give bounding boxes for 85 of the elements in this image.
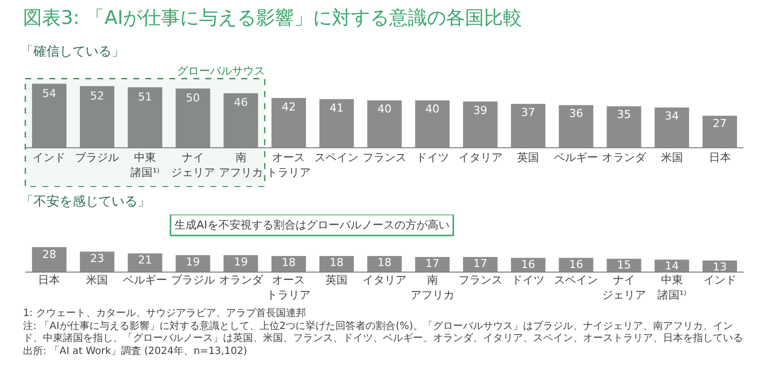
bar bbox=[702, 116, 738, 148]
x-tick-label: ベルギー bbox=[554, 151, 598, 164]
data-label: 36 bbox=[569, 107, 584, 120]
data-label: 16 bbox=[521, 258, 536, 271]
bar bbox=[80, 252, 114, 272]
bar bbox=[558, 105, 594, 148]
text: 生成AIを不安視する割合はグローバルノースの方が高い bbox=[174, 218, 450, 232]
x-tick-label: イタリア bbox=[458, 151, 502, 164]
data-label: 23 bbox=[90, 252, 104, 266]
data-label: 35 bbox=[616, 108, 631, 122]
data-label: 42 bbox=[282, 100, 296, 114]
x-tick-label: 中東諸国¹⁾ bbox=[130, 151, 160, 180]
data-label: 34 bbox=[664, 109, 679, 122]
bar bbox=[415, 100, 450, 148]
data-label: 13 bbox=[712, 260, 727, 274]
x-tick-label: 米国 bbox=[660, 151, 683, 164]
bar bbox=[271, 98, 306, 148]
chart-title: 「不安を感じている」 bbox=[20, 194, 150, 210]
bar bbox=[606, 106, 642, 148]
data-label: 54 bbox=[42, 87, 56, 100]
data-label: 51 bbox=[138, 90, 152, 104]
x-tick-label: 米国 bbox=[86, 274, 108, 287]
data-label: 16 bbox=[569, 258, 584, 271]
bar bbox=[128, 87, 162, 148]
x-tick-label: イタリア bbox=[362, 274, 406, 287]
bar bbox=[32, 247, 66, 272]
data-label: 18 bbox=[282, 256, 296, 270]
x-tick-label: オーストラリア bbox=[266, 151, 311, 180]
data-label: 46 bbox=[234, 96, 248, 110]
x-tick-label: 日本 bbox=[708, 151, 731, 164]
text: 注: 「AIが仕事に与える影響」に対する意識として、上位2つに挙げた回答者の割合(%)。「グローバルサウス」はブラジル、ナイジェリア、南アフリカ、インド、中東諸国を指し、「グローバルノース」は英国、米国、フランス、ドイツ、ベルギー、オランダ、イタリア、スペイン、オーストラリア、日本を指している bbox=[23, 320, 743, 344]
x-tick-label: フランス bbox=[362, 151, 406, 164]
bar bbox=[224, 93, 258, 148]
data-label: 15 bbox=[616, 258, 631, 272]
chart-title: 図表3: 「AIが仕事に与える影響」に対する意識の各国比較 bbox=[23, 6, 522, 31]
band-label: グローバルサウス bbox=[176, 64, 265, 78]
x-tick-label: ベルギー bbox=[123, 274, 168, 287]
data-label: 37 bbox=[521, 106, 536, 120]
x-tick-label: フランス bbox=[458, 274, 502, 287]
x-tick-label: ドイツ bbox=[512, 274, 545, 287]
x-tick-label: 英国 bbox=[517, 151, 540, 164]
data-label: 41 bbox=[330, 102, 344, 115]
x-tick-label: ブラジル bbox=[75, 151, 120, 164]
data-label: 14 bbox=[664, 260, 679, 273]
data-label: 18 bbox=[330, 256, 344, 270]
x-tick-label: 日本 bbox=[38, 274, 60, 287]
x-tick-label: インド bbox=[703, 274, 736, 287]
chart-subtitle: 「確信している」 bbox=[20, 44, 124, 60]
data-label: 19 bbox=[234, 255, 248, 268]
data-label: 28 bbox=[42, 248, 56, 261]
bar bbox=[319, 99, 354, 148]
bar bbox=[367, 100, 402, 148]
x-tick-label: 南アフリカ bbox=[410, 274, 454, 302]
x-tick-label: スペイン bbox=[314, 151, 359, 164]
x-tick-label: ブラジル bbox=[170, 274, 215, 287]
x-tick-label: 南アフリカ bbox=[218, 151, 263, 180]
data-label: 50 bbox=[186, 92, 200, 105]
x-tick-label: オランダ bbox=[602, 151, 647, 164]
data-label: 18 bbox=[378, 256, 392, 270]
x-tick-label: 英国 bbox=[326, 274, 348, 287]
x-tick-label: ドイツ bbox=[416, 151, 449, 164]
x-tick-label: ナイジェリア bbox=[602, 274, 646, 302]
x-tick-label: オランダ bbox=[218, 274, 264, 287]
text: 1: クウェート、カタール、サウジアラビア、アラブ首長国連邦 bbox=[23, 308, 306, 320]
bar bbox=[32, 84, 66, 148]
data-label: 17 bbox=[425, 257, 440, 270]
text: 出所: 「AI at Work」調査 (2024年、n=13,102) bbox=[23, 346, 248, 357]
x-tick-label: インド bbox=[32, 151, 66, 164]
data-label: 40 bbox=[425, 102, 440, 116]
data-label: 19 bbox=[186, 255, 200, 268]
data-label: 40 bbox=[378, 102, 392, 116]
x-tick-label: スペイン bbox=[554, 274, 598, 287]
data-label: 17 bbox=[473, 257, 488, 270]
bar bbox=[654, 108, 690, 148]
data-label: 52 bbox=[90, 90, 104, 103]
bar bbox=[176, 88, 210, 148]
data-label: 27 bbox=[712, 117, 727, 130]
bar bbox=[510, 104, 546, 148]
data-label: 39 bbox=[473, 104, 488, 117]
data-label: 21 bbox=[138, 254, 152, 267]
x-tick-label: オーストラリア bbox=[266, 274, 311, 302]
x-tick-label: ナイジェリア bbox=[170, 151, 215, 180]
x-tick-label: 中東諸国¹⁾ bbox=[657, 274, 687, 302]
bar bbox=[463, 102, 498, 148]
bar bbox=[80, 86, 114, 148]
